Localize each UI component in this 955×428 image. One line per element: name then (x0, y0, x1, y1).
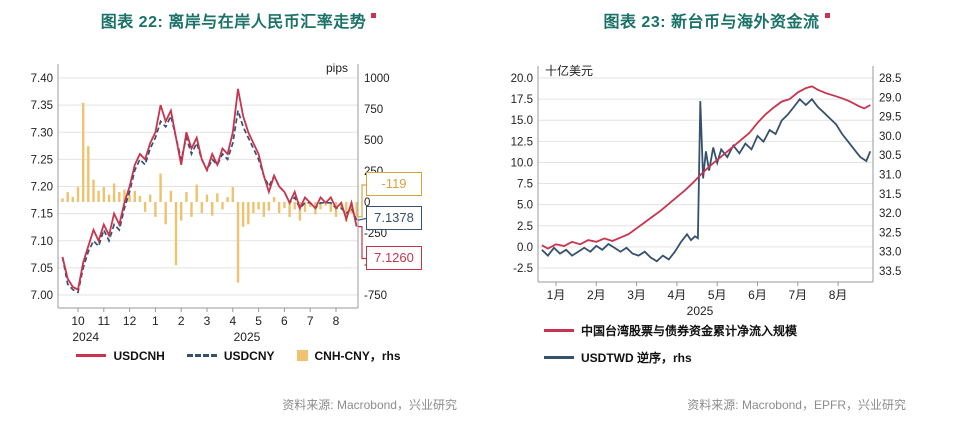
svg-text:7.40: 7.40 (31, 73, 53, 85)
svg-text:1月: 1月 (547, 288, 566, 302)
svg-text:0: 0 (364, 197, 370, 209)
svg-text:33.5: 33.5 (879, 266, 901, 278)
svg-text:10: 10 (71, 314, 85, 328)
left-axis-unit-billion-usd: 十亿美元 (545, 64, 594, 78)
svg-text:7.00: 7.00 (31, 290, 53, 302)
svg-text:30.5: 30.5 (879, 150, 901, 162)
svg-text:-750: -750 (364, 290, 387, 302)
svg-text:31.5: 31.5 (879, 189, 901, 201)
chart-cnh-cny-rates: 7.40 7.35 7.30 7.25 7.20 7.15 7.10 7.05 7.00 1000… (31, 64, 390, 344)
svg-text:12: 12 (123, 314, 137, 328)
svg-text:7.20: 7.20 (31, 182, 53, 194)
chart-title-twd: 图表 23: 新台币与海外资金流 (478, 8, 955, 32)
svg-text:1: 1 (152, 314, 159, 328)
svg-text:7: 7 (307, 314, 314, 328)
legend-label-usdcny: USDCNY (223, 348, 275, 363)
svg-text:1000: 1000 (364, 73, 390, 85)
legend-item-spread: CNH-CNY，rhs (296, 347, 401, 364)
right-axis-unit-pips: pips (325, 61, 348, 75)
svg-text:2月: 2月 (587, 288, 606, 302)
svg-text:8: 8 (333, 314, 340, 328)
chart-title-cnh-text: 图表 22: 离岸与在岸人民币汇率走势 (100, 14, 367, 31)
svg-text:2025: 2025 (234, 330, 261, 344)
svg-text:2024: 2024 (72, 330, 99, 344)
svg-text:31.0: 31.0 (879, 170, 901, 182)
legend-item-flows: 中国台湾股票与债券资金累计净流入规模 (544, 322, 797, 339)
legend-item-usdcny: USDCNY (186, 348, 275, 363)
legend-label-usdtwd: USDTWD 逆序，rhs (581, 351, 692, 365)
red-line-swatch-icon (76, 354, 107, 357)
svg-text:8月: 8月 (829, 288, 848, 302)
svg-text:7.05: 7.05 (31, 263, 53, 275)
svg-text:6月: 6月 (748, 288, 767, 302)
svg-text:33.0: 33.0 (879, 247, 901, 259)
svg-text:4月: 4月 (668, 288, 687, 302)
svg-text:2.5: 2.5 (517, 221, 533, 233)
svg-text:5: 5 (255, 314, 262, 328)
callout-usdcny-last: 7.1378 (366, 206, 422, 230)
legend-label-usdcnh: USDCNH (113, 348, 165, 363)
svg-text:7.30: 7.30 (31, 127, 53, 139)
legend-item-usdcnh: USDCNH (76, 348, 165, 363)
svg-text:-2.5: -2.5 (513, 263, 533, 275)
svg-text:28.5: 28.5 (879, 73, 901, 85)
gold-square-swatch-icon (296, 350, 308, 361)
svg-text:7.25: 7.25 (31, 154, 53, 166)
legend-label-spread: CNH-CNY，rhs (314, 349, 401, 363)
svg-text:30.0: 30.0 (879, 131, 901, 143)
svg-text:7.35: 7.35 (31, 100, 53, 112)
svg-text:20.0: 20.0 (511, 73, 533, 85)
red-line-swatch-icon (544, 329, 574, 332)
svg-text:32.5: 32.5 (879, 227, 901, 239)
svg-text:0.0: 0.0 (517, 242, 533, 254)
svg-text:500: 500 (364, 135, 383, 147)
legend-label-flows: 中国台湾股票与债券资金累计净流入规模 (581, 324, 798, 338)
dashed-line-swatch-icon (186, 354, 217, 357)
title-mark-icon (371, 13, 377, 18)
callout-usdcnh-last: 7.1260 (366, 246, 422, 270)
svg-text:4: 4 (229, 314, 236, 328)
svg-text:17.5: 17.5 (511, 94, 533, 106)
navy-line-swatch-icon (544, 356, 574, 359)
title-mark-icon (824, 13, 830, 18)
svg-text:7.15: 7.15 (31, 209, 53, 221)
svg-text:15.0: 15.0 (511, 115, 533, 127)
svg-text:5月: 5月 (708, 288, 727, 302)
source-note-right: 资料来源: Macrobond，EPFR，兴业研究 (687, 398, 906, 412)
svg-text:7月: 7月 (788, 288, 807, 302)
svg-text:10.0: 10.0 (511, 157, 533, 169)
callout-cnh-cny-spread: -119 (366, 172, 422, 196)
svg-text:32.0: 32.0 (879, 208, 901, 220)
chart-twd-capital-flows: 20.0 17.5 15.0 12.5 10.0 7.5 5.0 2.5 0.0 -2.5 28.5… (511, 66, 901, 318)
legend-twd-chart: 中国台湾股票与债券资金累计净流入规模 USDTWD 逆序，rhs (544, 322, 797, 366)
svg-text:3月: 3月 (627, 288, 646, 302)
svg-text:7.5: 7.5 (517, 179, 533, 191)
svg-text:29.0: 29.0 (879, 92, 901, 104)
legend-item-usdtwd: USDTWD 逆序，rhs (544, 349, 797, 366)
svg-text:12.5: 12.5 (511, 136, 533, 148)
legend-cnh-chart: USDCNH USDCNY CNH-CNY，rhs (0, 347, 477, 364)
svg-text:2: 2 (178, 314, 185, 328)
svg-text:6: 6 (281, 314, 288, 328)
source-note-left: 资料来源: Macrobond，兴业研究 (282, 398, 457, 412)
svg-text:5.0: 5.0 (517, 200, 533, 212)
svg-text:3: 3 (204, 314, 211, 328)
svg-text:750: 750 (364, 104, 383, 116)
chart-title-cnh: 图表 22: 离岸与在岸人民币汇率走势 (0, 8, 477, 32)
svg-text:29.5: 29.5 (879, 112, 901, 124)
svg-text:-250: -250 (364, 228, 387, 240)
chart-title-twd-text: 图表 23: 新台币与海外资金流 (603, 14, 820, 31)
svg-text:2025: 2025 (687, 304, 714, 318)
svg-text:11: 11 (98, 314, 111, 328)
svg-text:7.10: 7.10 (31, 236, 53, 248)
